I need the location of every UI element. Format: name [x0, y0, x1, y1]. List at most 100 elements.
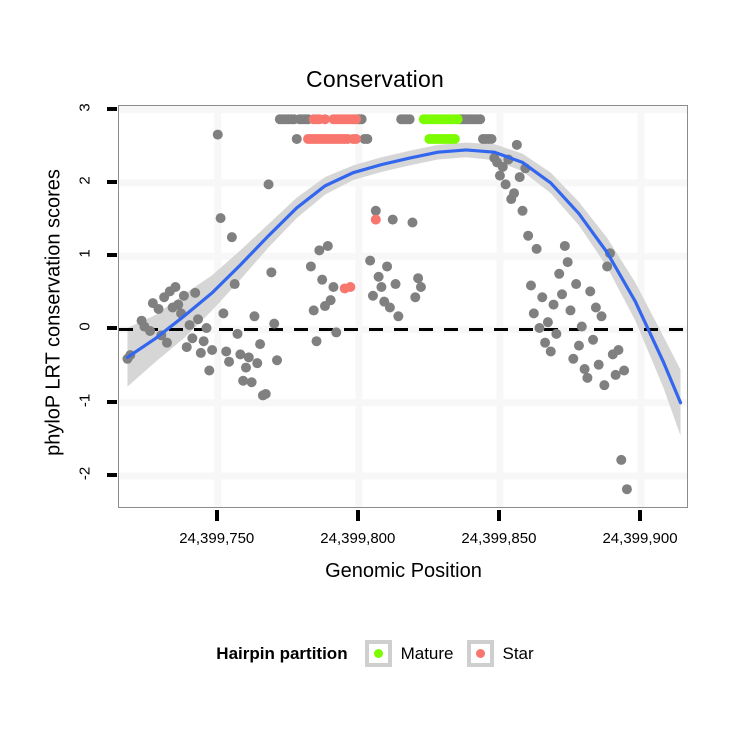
- data-point: [384, 302, 395, 313]
- data-point: [407, 217, 418, 228]
- data-point: [314, 245, 325, 256]
- data-point: [610, 369, 621, 380]
- y-axis-tick-label: 0: [76, 322, 94, 332]
- data-point: [311, 336, 322, 347]
- data-point: [221, 346, 232, 357]
- data-point: [325, 295, 336, 306]
- data-point: [345, 281, 356, 292]
- data-point: [198, 336, 209, 347]
- data-point: [616, 454, 627, 465]
- data-point: [393, 311, 404, 322]
- smooth-confidence-band: [127, 142, 681, 436]
- data-point: [494, 170, 505, 181]
- data-point: [243, 352, 254, 363]
- legend: Hairpin partition Mature Star: [0, 640, 750, 667]
- data-point: [181, 342, 192, 353]
- data-point: [540, 337, 551, 348]
- data-point: [269, 318, 280, 329]
- data-point: [452, 114, 463, 125]
- gridlines: [119, 106, 687, 507]
- x-axis-tick-mark: [355, 510, 360, 521]
- x-axis-title: Genomic Position: [325, 560, 482, 582]
- data-point: [523, 230, 534, 241]
- data-point: [317, 274, 328, 285]
- legend-label: Star: [502, 643, 534, 663]
- x-axis-tick-label: 24,399,850: [461, 530, 537, 547]
- x-axis-tick-label: 24,399,900: [602, 530, 678, 547]
- legend-key-star[interactable]: Star: [466, 640, 534, 667]
- data-point: [370, 214, 381, 225]
- page-title: Conservation: [306, 66, 444, 92]
- data-point: [562, 257, 573, 268]
- data-point: [308, 305, 319, 316]
- data-point: [249, 311, 260, 322]
- data-point: [554, 268, 565, 279]
- data-point: [170, 281, 181, 292]
- x-axis-tick-mark: [638, 510, 643, 521]
- data-point: [585, 286, 596, 297]
- legend-swatch: [364, 640, 392, 667]
- data-point: [559, 240, 570, 251]
- data-point: [190, 287, 201, 298]
- data-point: [486, 133, 497, 144]
- data-point: [387, 214, 398, 225]
- legend-swatch: [466, 640, 494, 667]
- data-point: [619, 365, 630, 376]
- data-point: [240, 362, 251, 373]
- data-point: [613, 344, 624, 355]
- data-point: [593, 359, 604, 370]
- data-point: [576, 321, 587, 332]
- data-point: [565, 305, 576, 316]
- data-point: [195, 347, 206, 358]
- data-point: [173, 299, 184, 310]
- plot-canvas: [119, 106, 687, 507]
- data-point: [178, 290, 189, 301]
- data-point: [382, 261, 393, 272]
- series-mature: [418, 114, 463, 144]
- data-point: [621, 484, 632, 495]
- data-point: [568, 353, 579, 364]
- data-point: [145, 325, 156, 336]
- data-point: [404, 114, 415, 125]
- y-axis-tick-mark: [107, 253, 117, 258]
- data-point: [517, 205, 528, 216]
- data-point: [548, 299, 559, 310]
- data-point: [187, 333, 198, 344]
- data-point: [193, 314, 204, 325]
- data-point: [331, 327, 342, 338]
- y-axis-tick-label: -2: [76, 466, 94, 481]
- y-axis-tick-mark: [107, 179, 117, 184]
- data-point: [255, 339, 266, 350]
- data-point: [370, 205, 381, 216]
- y-axis-tick-mark: [107, 326, 117, 331]
- series-star: [303, 114, 381, 294]
- data-point: [235, 349, 246, 360]
- x-axis-tick-mark: [214, 510, 219, 521]
- data-point: [365, 255, 376, 266]
- data-point: [579, 364, 590, 375]
- y-axis-tick-mark: [107, 473, 117, 478]
- data-point: [291, 133, 302, 144]
- data-point: [351, 114, 362, 125]
- data-point: [201, 323, 212, 334]
- data-point: [252, 358, 263, 369]
- y-axis-tick-label: -1: [76, 393, 94, 407]
- plot-panel: [118, 105, 688, 508]
- data-point: [322, 240, 333, 251]
- data-point: [514, 172, 525, 183]
- data-point: [328, 281, 339, 292]
- legend-key-mature[interactable]: Mature: [364, 640, 454, 667]
- data-point: [161, 337, 172, 348]
- data-point: [153, 303, 164, 314]
- data-point: [226, 232, 237, 243]
- data-point: [215, 213, 226, 224]
- y-axis-title: phyloP LRT conservation scores: [42, 169, 65, 456]
- data-point: [246, 377, 257, 388]
- data-point: [305, 261, 316, 272]
- data-point: [263, 179, 274, 190]
- data-point: [413, 273, 424, 284]
- y-axis-tick-label: 1: [76, 249, 94, 258]
- data-point: [551, 328, 562, 339]
- data-point: [542, 317, 553, 328]
